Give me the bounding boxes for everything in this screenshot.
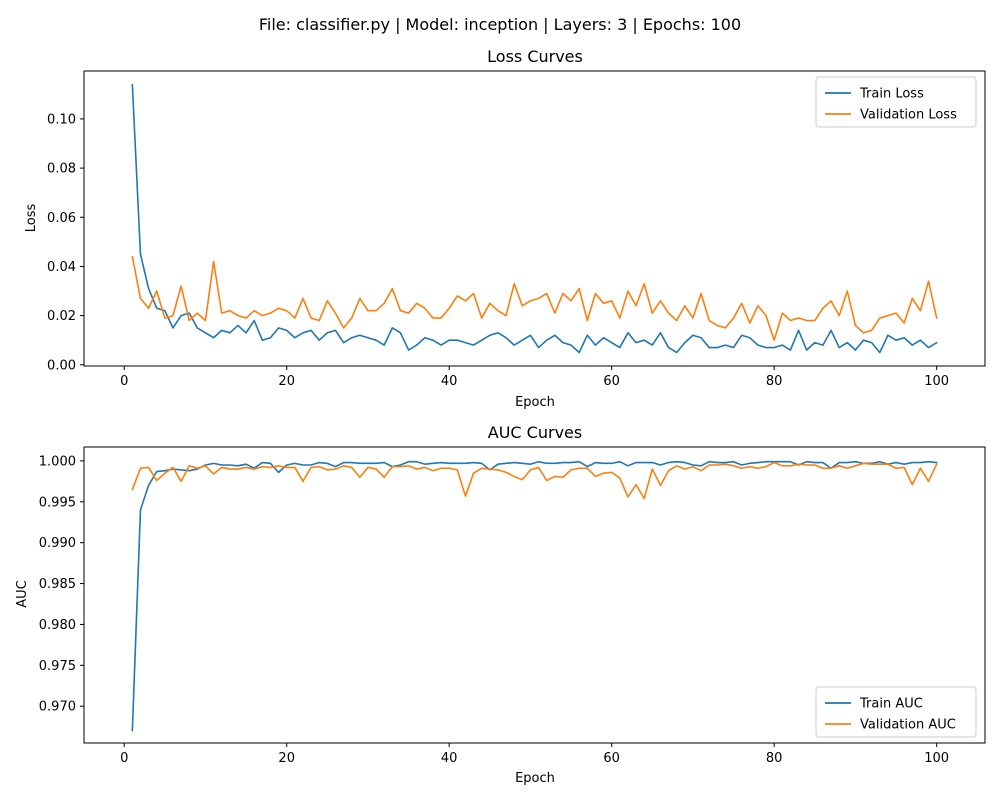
auc-ytick-label: 0.975	[39, 659, 76, 674]
loss-legend	[815, 76, 977, 128]
auc-xtick-label: 60	[603, 751, 620, 766]
auc-legend-label: Train AUC	[859, 697, 923, 712]
auc-xtick-label: 40	[441, 751, 458, 766]
auc-ytick-label: 0.995	[39, 495, 76, 510]
auc-chart-title: AUC Curves	[488, 423, 582, 442]
loss-xtick-label: 80	[766, 374, 783, 389]
auc-ytick-label: 0.980	[39, 618, 76, 633]
loss-xtick-label: 60	[603, 374, 620, 389]
loss-ytick-label: 0.00	[47, 358, 76, 373]
loss-ytick-label: 0.04	[47, 260, 76, 275]
loss-xtick-label: 20	[278, 374, 295, 389]
auc-chart-xlabel: Epoch	[515, 771, 555, 786]
auc-ytick-label: 0.990	[39, 536, 76, 551]
auc-legend	[815, 686, 977, 738]
loss-series-line-train	[131, 83, 938, 354]
auc-legend-label: Validation AUC	[860, 718, 956, 733]
auc-xtick-label: 20	[278, 751, 295, 766]
auc-series-line-train	[131, 460, 938, 732]
loss-xtick-label: 100	[924, 374, 949, 389]
auc-chart-ylabel: AUC	[15, 580, 30, 608]
auc-axes-frame	[83, 446, 986, 744]
auc-ytick-label: 0.970	[39, 700, 76, 715]
loss-xtick-label: 40	[441, 374, 458, 389]
loss-axes-frame	[83, 70, 986, 367]
loss-chart-title: Loss Curves	[487, 47, 583, 66]
loss-ytick-label: 0.08	[47, 162, 76, 177]
loss-ytick-label: 0.02	[47, 309, 76, 324]
figure-suptitle: File: classifier.py | Model: inception |…	[259, 15, 741, 34]
loss-xtick-label: 0	[120, 374, 128, 389]
loss-ytick-label: 0.06	[47, 211, 76, 226]
auc-chart: AUC Curves Epoch AUC 0 20 40 60 80 100 0.970 0.…	[15, 423, 986, 786]
auc-xtick-label: 100	[924, 751, 949, 766]
auc-ytick-label: 0.985	[39, 577, 76, 592]
auc-series-line-validation	[131, 461, 938, 500]
loss-chart-xlabel: Epoch	[515, 395, 555, 410]
loss-legend-label: Validation Loss	[860, 108, 957, 123]
auc-ytick-label: 1.000	[39, 454, 76, 469]
auc-xtick-label: 80	[766, 751, 783, 766]
auc-xtick-label: 0	[120, 751, 128, 766]
loss-chart-ylabel: Loss	[24, 204, 39, 233]
loss-series-line-validation	[131, 255, 938, 341]
loss-ytick-label: 0.10	[47, 112, 76, 127]
loss-chart: Loss Curves Epoch Loss 0 20 40 60 80 100 0.00 0…	[24, 47, 986, 410]
loss-legend-label: Train Loss	[859, 87, 924, 102]
